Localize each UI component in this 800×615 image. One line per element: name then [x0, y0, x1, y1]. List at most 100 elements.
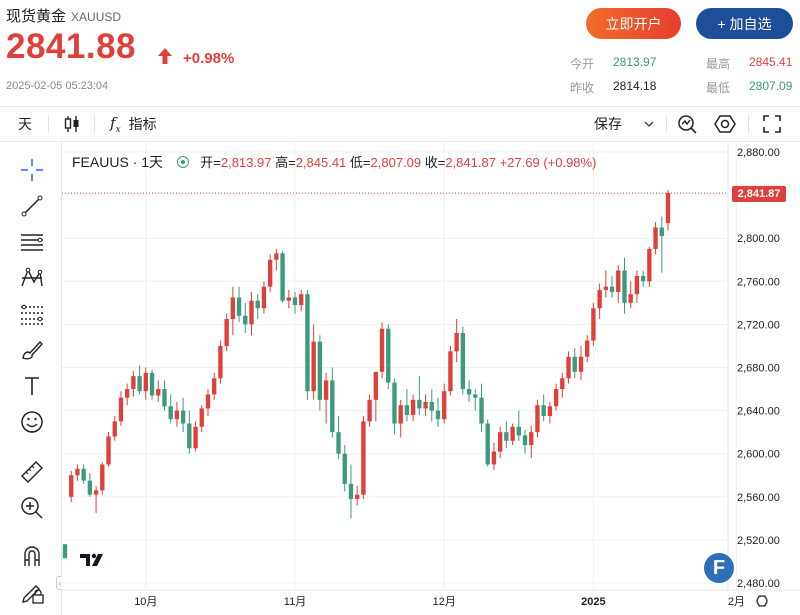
save-label: 保存 [594, 116, 622, 132]
x-tick-label: 12月 [433, 596, 456, 608]
legend-high-label: 高= [275, 155, 296, 170]
candle-body [585, 340, 590, 357]
save-button[interactable]: 保存 [594, 107, 654, 141]
ruler-icon[interactable] [18, 458, 46, 486]
candle-body [112, 421, 117, 437]
candle-body [267, 259, 273, 287]
legend-close-label: 收= [424, 155, 446, 170]
candle-body [137, 376, 142, 392]
candle-body [628, 294, 633, 303]
candle-body [330, 380, 335, 433]
candle-body [616, 270, 621, 293]
tradingview-logo[interactable] [77, 545, 109, 573]
emoji-icon[interactable] [18, 408, 46, 436]
candle-body [516, 426, 521, 436]
candle-body [473, 394, 478, 398]
candles-icon[interactable] [64, 107, 80, 141]
legend-low: 2,807.09 [370, 155, 422, 170]
candle-body [286, 297, 291, 301]
candle-body [640, 275, 646, 282]
candle-body [361, 421, 366, 495]
legend-high: 2,845.41 [295, 155, 347, 170]
settings-icon[interactable] [714, 107, 736, 141]
candle-body [572, 356, 577, 372]
stat-low: 最低 2807.09 [706, 79, 792, 96]
stat-low-label: 最低 [706, 81, 731, 95]
candle-body [143, 372, 148, 392]
candle-body [659, 227, 664, 237]
add-watchlist-button[interactable]: + 加自选 [696, 8, 793, 39]
legend-close: 2,841.87 [445, 155, 496, 170]
candle-body [665, 192, 671, 224]
pattern-icon[interactable] [18, 264, 46, 292]
candle-body [560, 378, 565, 390]
price-chart[interactable]: 2,880.002,840.002,800.002,760.002,720.00… [62, 142, 800, 615]
candle-body [566, 356, 571, 379]
trend-line-icon[interactable] [18, 192, 46, 220]
y-tick-label: 2,560.00 [737, 492, 780, 504]
candle-body [497, 432, 503, 452]
legend-dot [176, 156, 189, 168]
stat-prev-close: 昨收 2814.18 [570, 79, 656, 96]
stat-open-label: 今开 [570, 57, 595, 71]
candle-body [541, 405, 546, 416]
candle-body [187, 423, 192, 449]
candle-body [118, 397, 124, 422]
candle-body [249, 300, 254, 325]
fullscreen-icon[interactable] [762, 107, 782, 141]
chart-toolbar: 天 fx 指标 保存 [0, 106, 800, 142]
candle-body [466, 389, 472, 395]
candle-body [410, 399, 416, 415]
candle-body [373, 371, 379, 400]
candle-body [81, 468, 86, 481]
candle-body [106, 436, 111, 465]
candle-body [553, 389, 559, 407]
candle-body [435, 410, 441, 420]
legend-change: +27.69 (+0.98%) [499, 155, 597, 170]
alert-icon[interactable] [676, 107, 698, 141]
candle-body [261, 286, 267, 309]
candle-body [174, 410, 180, 420]
legend-open: 2,813.97 [220, 155, 272, 170]
open-account-button[interactable]: 立即开户 [586, 8, 681, 39]
candle-body [75, 468, 80, 476]
candle-body [578, 356, 584, 372]
text-icon[interactable] [18, 372, 46, 400]
stat-high-value: 2845.41 [749, 55, 793, 69]
y-tick-label: 2,480.00 [737, 578, 780, 590]
candle-body [417, 399, 422, 409]
candle-body [622, 270, 627, 303]
zoom-in-icon[interactable] [18, 494, 46, 522]
axis-settings-outline [756, 595, 768, 607]
candle-body [149, 372, 155, 396]
lock-pencil-icon[interactable] [18, 578, 46, 606]
fib-icon[interactable] [18, 300, 46, 328]
candle-body [193, 426, 198, 449]
candle-body [243, 315, 248, 325]
candle-body [398, 405, 403, 424]
fx-icon: fx [110, 113, 121, 135]
magnet-icon[interactable] [18, 542, 46, 570]
candle-body [311, 341, 316, 392]
candle-body [299, 294, 304, 306]
brush-icon[interactable] [18, 336, 46, 364]
drawing-toolbar [0, 142, 62, 615]
crosshair-icon[interactable] [18, 156, 46, 184]
candle-body [280, 253, 285, 301]
candle-body [87, 480, 93, 495]
candle-body [205, 394, 211, 409]
horizontal-lines-icon[interactable] [18, 228, 46, 256]
legend-ticker: FEAUUS · 1天 [72, 154, 164, 170]
quote-timestamp: 2025-02-05 05:23:04 [6, 80, 109, 92]
candle-body [535, 405, 540, 433]
indicators-button[interactable]: fx 指标 [110, 107, 157, 141]
candle-body [255, 300, 260, 309]
interval-selector[interactable]: 天 [18, 116, 32, 132]
y-tick-label: 2,800.00 [737, 233, 780, 245]
instrument-name: 现货黄金 [6, 8, 67, 25]
stat-prev-close-value: 2814.18 [613, 79, 657, 93]
stat-open: 今开 2813.97 [570, 55, 656, 72]
candle-body [485, 423, 490, 465]
chevron-down-icon [644, 121, 654, 127]
y-tick-label: 2,520.00 [737, 535, 780, 547]
